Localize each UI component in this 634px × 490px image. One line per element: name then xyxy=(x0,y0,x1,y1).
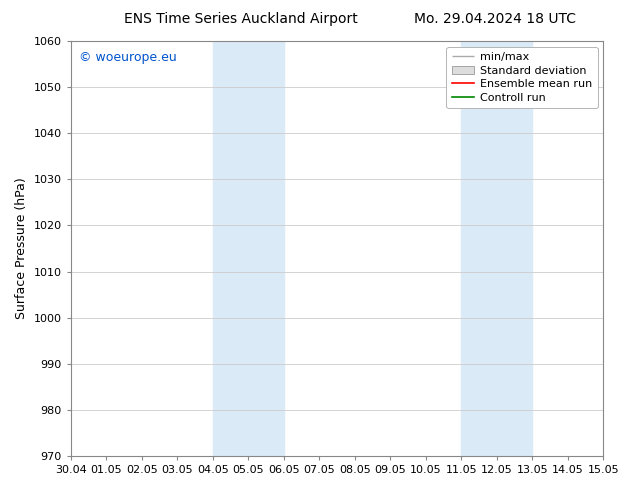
Bar xyxy=(212,41,283,456)
Legend: min/max, Standard deviation, Ensemble mean run, Controll run: min/max, Standard deviation, Ensemble me… xyxy=(446,47,598,108)
Text: ENS Time Series Auckland Airport: ENS Time Series Auckland Airport xyxy=(124,12,358,26)
Text: Mo. 29.04.2024 18 UTC: Mo. 29.04.2024 18 UTC xyxy=(413,12,576,26)
Y-axis label: Surface Pressure (hPa): Surface Pressure (hPa) xyxy=(15,178,28,319)
Text: © woeurope.eu: © woeurope.eu xyxy=(79,51,176,64)
Bar xyxy=(461,41,532,456)
